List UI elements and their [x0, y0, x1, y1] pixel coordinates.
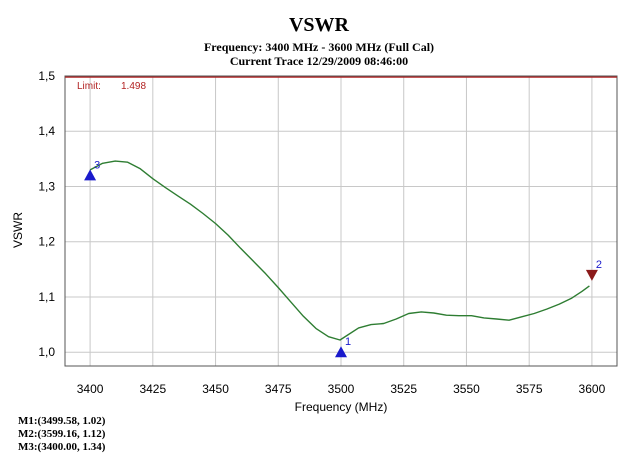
x-tick-label: 3450 — [202, 382, 229, 396]
marker-readout-m1: M1:(3499.58, 1.02) — [18, 415, 106, 427]
marker-1-label: 1 — [345, 336, 351, 348]
marker-readout-m2: M2:(3599.16, 1.12) — [18, 428, 106, 440]
x-tick-label: 3600 — [579, 382, 606, 396]
marker-3-label: 3 — [94, 159, 100, 171]
x-tick-label: 3425 — [139, 382, 166, 396]
marker-3-triangle — [84, 169, 97, 181]
x-tick-label: 3400 — [77, 382, 104, 396]
y-tick-label: 1,5 — [38, 69, 55, 83]
plot-frame — [64, 75, 618, 367]
limit-value: 1.498 — [121, 81, 146, 92]
y-tick-label: 1,2 — [38, 235, 55, 249]
x-tick-label: 3475 — [265, 382, 292, 396]
limit-label: Limit: — [77, 81, 101, 92]
marker-2-triangle — [585, 269, 598, 281]
vswr-series-line — [89, 160, 590, 341]
marker-2-label: 2 — [596, 259, 602, 271]
y-axis-label: VSWR — [11, 212, 25, 248]
plot-border — [64, 75, 618, 367]
x-tick-label: 3525 — [390, 382, 417, 396]
y-tick-label: 1,1 — [38, 290, 55, 304]
grid-lines — [65, 75, 617, 366]
limit-line: Limit: 1.498 — [65, 76, 617, 92]
x-axis-label: Frequency (MHz) — [295, 400, 388, 414]
marker-readouts: M1:(3499.58, 1.02) M2:(3599.16, 1.12) M3… — [18, 415, 105, 454]
chart-title: VSWR — [288, 14, 349, 36]
chart-subtitle-trace: Current Trace 12/29/2009 08:46:00 — [229, 54, 409, 68]
chart-subtitle-frequency: Frequency: 3400 MHz - 3600 MHz (Full Cal… — [203, 40, 435, 54]
x-tick-labels: 3400 3425 3450 3475 3500 3525 3550 3575 3600 — [77, 382, 606, 396]
y-tick-label: 1,4 — [38, 124, 55, 138]
y-tick-label: 1,3 — [38, 179, 55, 193]
y-tick-label: 1,0 — [38, 345, 55, 359]
marker-readout-m3: M3:(3400.00, 1.34) — [18, 441, 106, 453]
marker-1-triangle — [335, 346, 347, 358]
series-group — [89, 160, 590, 341]
marker-group: 1 2 3 — [84, 159, 602, 358]
x-tick-label: 3500 — [328, 382, 355, 396]
y-tick-labels: 1,0 1,1 1,2 1,3 1,4 1,5 — [38, 69, 55, 359]
x-tick-label: 3550 — [453, 382, 480, 396]
x-tick-label: 3575 — [516, 382, 543, 396]
